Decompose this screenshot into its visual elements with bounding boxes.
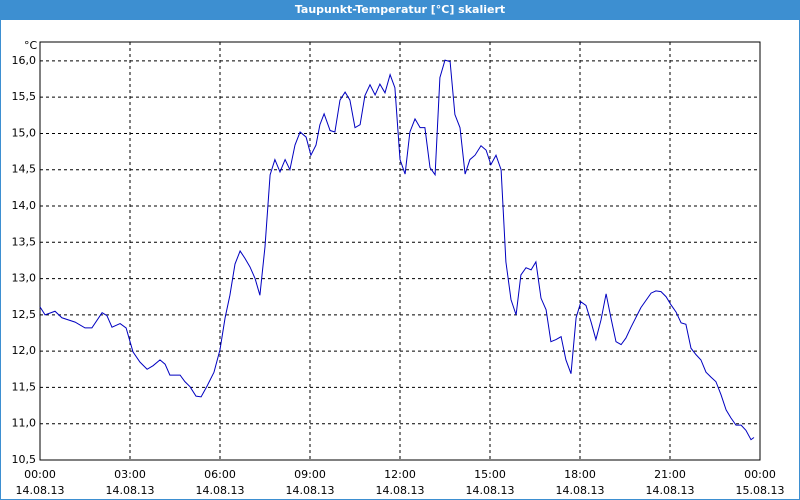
x-tick-date: 14.08.13	[556, 484, 605, 497]
y-tick-label: 15,5	[12, 90, 37, 103]
x-tick-date: 14.08.13	[106, 484, 155, 497]
x-tick-label: 06:00	[204, 468, 236, 481]
x-tick-date: 14.08.13	[646, 484, 695, 497]
y-tick-label: 12,5	[12, 308, 37, 321]
x-tick-date: 14.08.13	[196, 484, 245, 497]
x-tick-label: 12:00	[384, 468, 416, 481]
y-tick-label: 15,0	[12, 126, 37, 139]
chart-title: Taupunkt-Temperatur [°C] skaliert	[295, 3, 505, 16]
x-tick-label: 09:00	[294, 468, 326, 481]
data-line	[39, 59, 755, 441]
x-tick-label: 21:00	[654, 468, 686, 481]
x-tick-label: 00:00	[744, 468, 776, 481]
y-tick-label: 13,0	[12, 272, 37, 285]
y-tick-label: 10,5	[12, 453, 37, 466]
x-tick-label: 18:00	[564, 468, 596, 481]
x-tick-date: 14.08.13	[466, 484, 515, 497]
title-bar	[0, 0, 800, 20]
x-tick-date: 15.08.13	[736, 484, 785, 497]
y-axis-unit: °C	[24, 39, 38, 52]
x-tick-date: 14.08.13	[16, 484, 65, 497]
y-tick-label: 12,0	[12, 344, 37, 357]
y-tick-label: 16,0	[12, 54, 37, 67]
y-tick-label: 11,5	[12, 380, 37, 393]
x-tick-label: 15:00	[474, 468, 506, 481]
y-tick-label: 13,5	[12, 235, 37, 248]
x-tick-label: 00:00	[24, 468, 56, 481]
x-tick-date: 14.08.13	[376, 484, 425, 497]
y-tick-label: 14,5	[12, 163, 37, 176]
x-tick-date: 14.08.13	[286, 484, 335, 497]
x-tick-label: 03:00	[114, 468, 146, 481]
plot-frame	[39, 41, 761, 461]
y-tick-label: 11,0	[12, 417, 37, 430]
y-tick-label: 14,0	[12, 199, 37, 212]
